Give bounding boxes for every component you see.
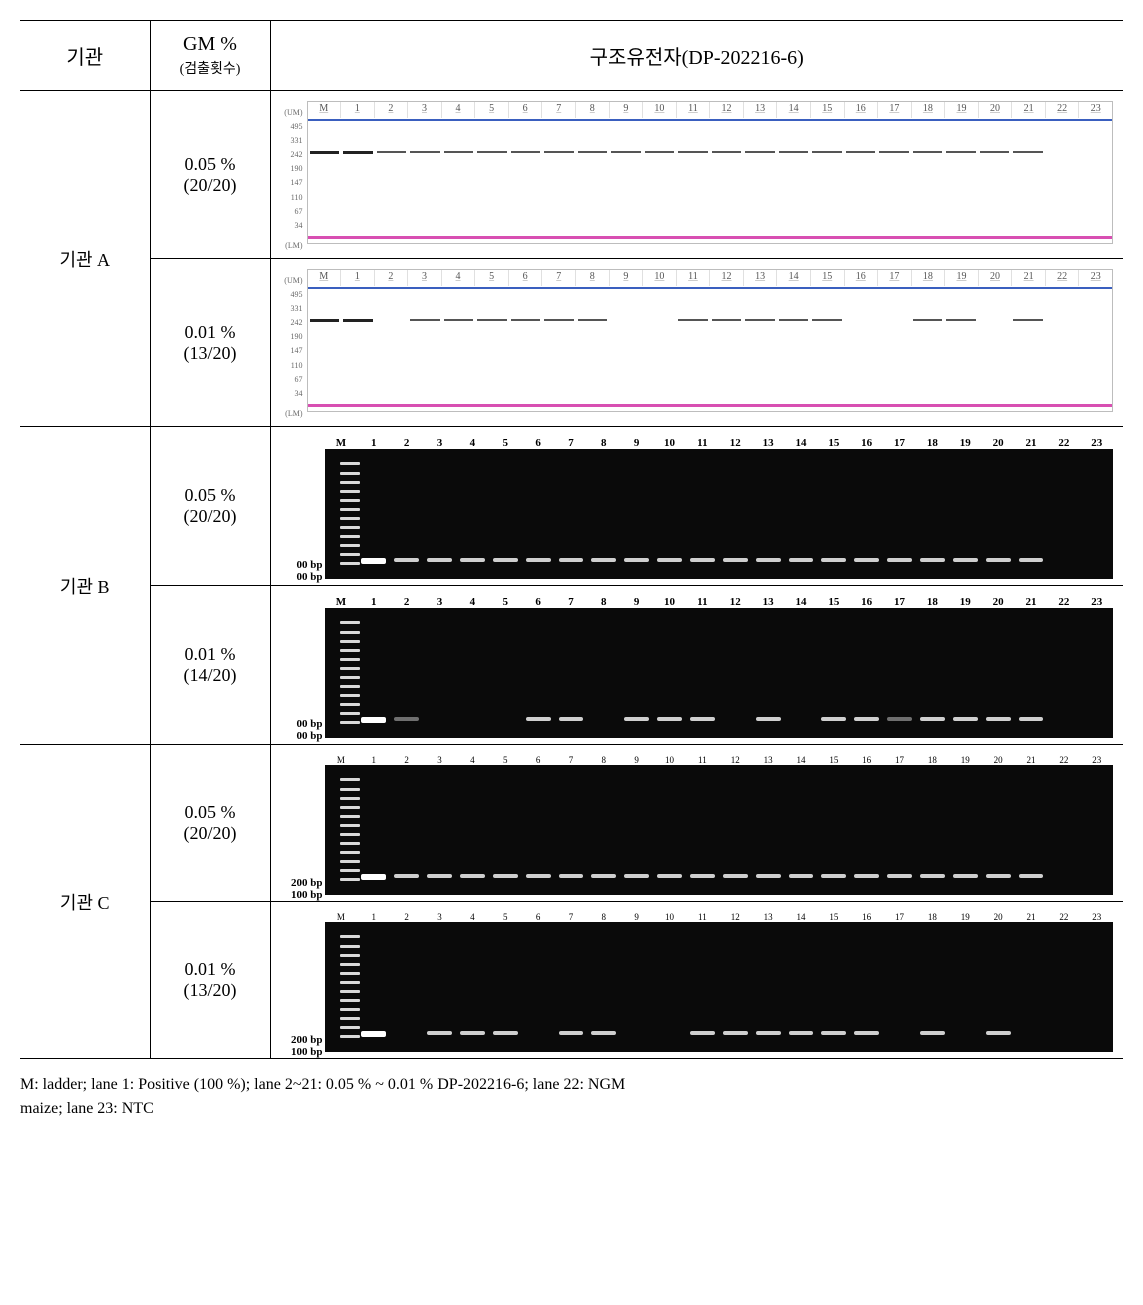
gel-cell: M1234567891011121314151617181920212223 00… [270,586,1123,745]
lower-marker-line [308,236,1113,239]
gel-box [325,765,1114,895]
band-row [325,558,1114,562]
table-row: 기관 A0.05 %(20/20)(UM)4953312421901471106… [20,91,1123,259]
lane-labels: M1234567891011121314151617181920212223 [308,102,1113,118]
gm-percent: 0.05 % [151,154,270,175]
y-axis-labels: (UM)4953312421901471106734(LM) [279,277,303,418]
gm-count: (13/20) [151,343,270,364]
plot-area: M1234567891011121314151617181920212223 [307,269,1114,412]
band-row [308,319,1113,321]
gel-cell: (UM)4953312421901471106734(LM) M123456789… [270,259,1123,427]
gel-image: M123456789101112131415161718192021222320… [277,908,1118,1052]
gm-percent: 0.05 % [151,802,270,823]
y-axis-labels: (UM)4953312421901471106734(LM) [279,109,303,250]
gm-count: (20/20) [151,506,270,527]
gel-box [325,608,1114,738]
hdr-gm-line2: (검출횟수) [155,58,266,78]
table-row: 기관 B0.05 %(20/20)M1234567891011121314151… [20,427,1123,586]
ladder [340,459,360,568]
hdr-org: 기관 [20,21,150,91]
gel-cell: (UM)4953312421901471106734(LM) M123456789… [270,91,1123,259]
gel-box [325,449,1114,579]
gel-cell: M1234567891011121314151617181920212223 00… [270,427,1123,586]
table-row: 0.01 %(14/20) M12345678910111213141516171… [20,586,1123,745]
table-row: 기관 C0.05 %(20/20)M1234567891011121314151… [20,745,1123,902]
band-row [325,1031,1114,1035]
figure-caption: M: ladder; lane 1: Positive (100 %); lan… [20,1073,1123,1121]
band-row [308,151,1113,153]
gm-percent: 0.01 % [151,644,270,665]
bp-labels: 200 bp100 bp [277,1035,323,1058]
gm-count: (13/20) [151,980,270,1001]
lane-labels: M1234567891011121314151617181920212223 [325,437,1114,449]
lane-labels: M1234567891011121314151617181920212223 [325,596,1114,608]
upper-marker-line [308,119,1113,121]
gm-cell: 0.05 %(20/20) [150,745,270,902]
gel-cell: M1234567891011121314151617181920212223 20… [270,902,1123,1059]
org-cell: 기관 A [20,91,150,427]
gel-image: M123456789101112131415161718192021222320… [277,751,1118,895]
gm-cell: 0.05 %(20/20) [150,91,270,259]
hdr-gm: GM % (검출횟수) [150,21,270,91]
gm-count: (20/20) [151,175,270,196]
gm-percent: 0.01 % [151,959,270,980]
electropherogram: (UM)4953312421901471106734(LM) M123456789… [277,265,1118,420]
table-row: 0.01 %(13/20)(UM)4953312421901471106734(… [20,259,1123,427]
gel-image: M123456789101112131415161718192021222300… [277,433,1118,579]
lower-marker-line [308,404,1113,407]
band-row [325,874,1114,878]
ladder [340,618,360,727]
ladder [340,932,360,1041]
gm-cell: 0.01 %(14/20) [150,586,270,745]
bp-labels: 00 bp00 bp [277,560,323,583]
caption-line2: maize; lane 23: NTC [20,1100,154,1117]
caption-line1: M: ladder; lane 1: Positive (100 %); lan… [20,1076,625,1093]
lane-labels: M1234567891011121314151617181920212223 [325,912,1114,922]
upper-marker-line [308,287,1113,289]
header-row: 기관 GM % (검출횟수) 구조유전자(DP-202216-6) [20,21,1123,91]
bp-labels: 00 bp00 bp [277,719,323,742]
hdr-gm-line1: GM % [183,33,237,55]
org-cell: 기관 B [20,427,150,745]
band-row [325,717,1114,721]
gm-count: (20/20) [151,823,270,844]
gel-box [325,922,1114,1052]
table-row: 0.01 %(13/20) M12345678910111213141516171… [20,902,1123,1059]
electropherogram: (UM)4953312421901471106734(LM) M123456789… [277,97,1118,252]
hdr-gene: 구조유전자(DP-202216-6) [270,21,1123,91]
gm-count: (14/20) [151,665,270,686]
gel-cell: M1234567891011121314151617181920212223 20… [270,745,1123,902]
gm-cell: 0.01 %(13/20) [150,902,270,1059]
gm-percent: 0.05 % [151,485,270,506]
org-cell: 기관 C [20,745,150,1059]
gm-cell: 0.05 %(20/20) [150,427,270,586]
lane-labels: M1234567891011121314151617181920212223 [308,270,1113,286]
gm-percent: 0.01 % [151,322,270,343]
gel-image: M123456789101112131415161718192021222300… [277,592,1118,738]
results-table: 기관 GM % (검출횟수) 구조유전자(DP-202216-6) 기관 A0.… [20,20,1123,1059]
ladder [340,775,360,884]
plot-area: M1234567891011121314151617181920212223 [307,101,1114,244]
bp-labels: 200 bp100 bp [277,878,323,901]
gm-cell: 0.01 %(13/20) [150,259,270,427]
lane-labels: M1234567891011121314151617181920212223 [325,755,1114,765]
